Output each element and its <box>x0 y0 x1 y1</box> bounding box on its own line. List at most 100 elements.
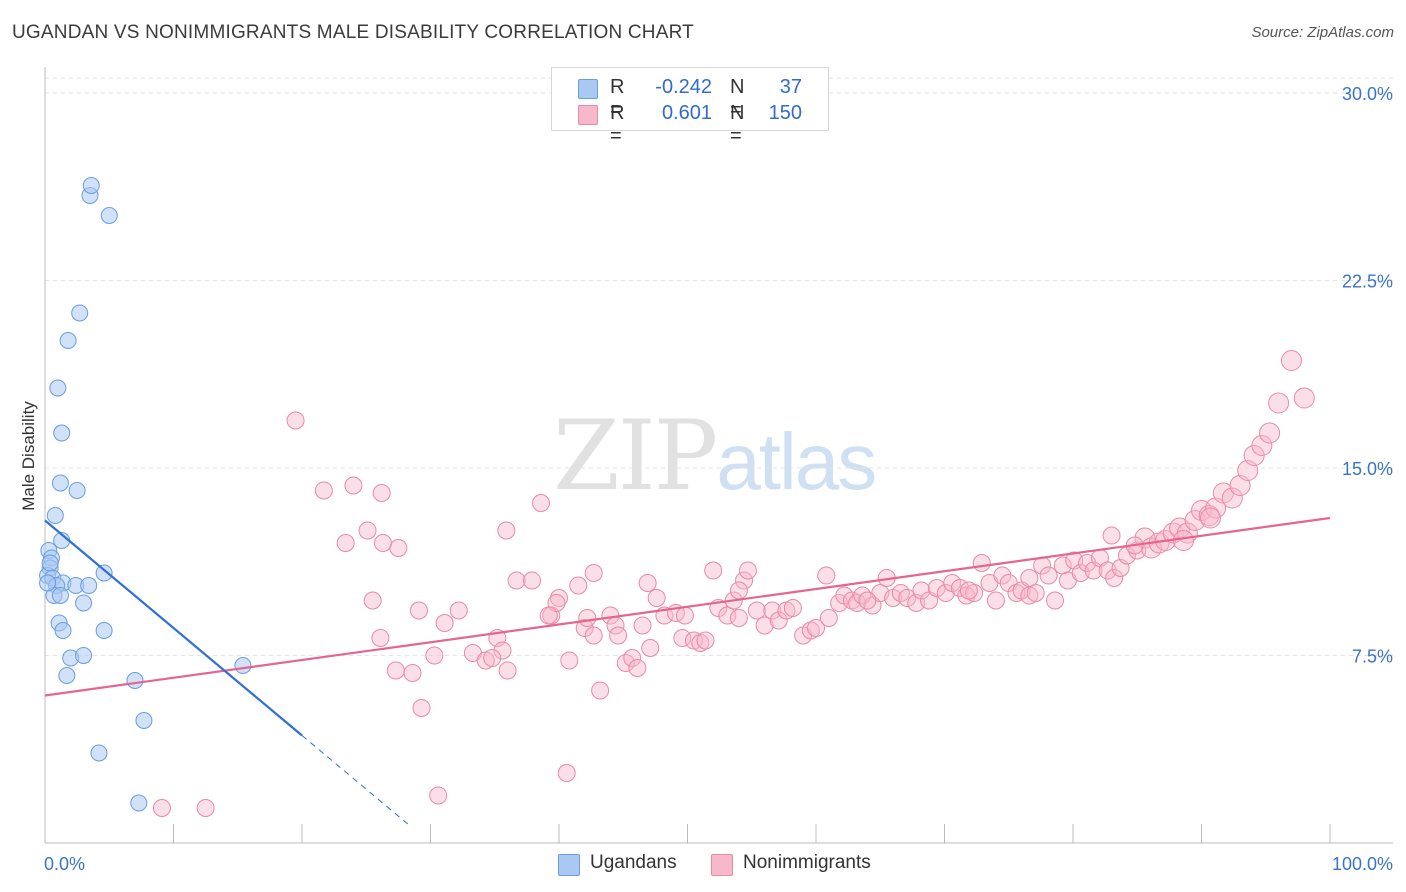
nonimmigrant-point <box>729 581 748 600</box>
nonimmigrant-point <box>412 699 431 717</box>
nonimmigrant-point <box>735 571 754 590</box>
nonimmigrant-point <box>858 591 877 610</box>
legend-r-value: 0.601 <box>661 102 712 124</box>
nonimmigrant-point <box>673 629 692 647</box>
nonimmigrant-point <box>729 609 748 627</box>
nonimmigrant-point <box>425 646 444 665</box>
ugandan-point <box>68 482 86 499</box>
nonimmigrant-point <box>647 589 666 607</box>
ugandan-point <box>75 647 93 664</box>
ugandan-point <box>54 622 72 639</box>
nonimmigrant-point <box>769 611 788 630</box>
y-axis-label: Male Disability <box>19 401 38 511</box>
nonimmigrant-point <box>675 606 694 625</box>
nonimmigrant-point <box>912 581 931 600</box>
nonimmigrant-point <box>429 786 448 805</box>
ugandan-point <box>39 574 57 592</box>
nonimmigrant-point <box>986 591 1005 610</box>
ugandan-point <box>51 474 69 492</box>
nonimmigrant-point <box>569 576 588 595</box>
nonimmigrant-point <box>389 539 408 557</box>
nonimmigrant-point <box>152 799 171 817</box>
nonimmigrant-point <box>358 521 377 540</box>
legend-swatch-nonimmigrants <box>578 105 598 125</box>
correlation-legend: R = -0.242 N = 37 R = 0.601 N = 150 <box>551 67 829 147</box>
nonimmigrant-point <box>532 494 551 512</box>
nonimmigrant-point <box>493 641 512 660</box>
nonimmigrant-point <box>972 554 991 572</box>
legend-n-label: N = <box>730 102 745 147</box>
nonimmigrant-point <box>783 599 802 617</box>
nonimmigrant-point <box>755 616 774 635</box>
ugandan-point <box>80 577 98 594</box>
nonimmigrant-point <box>497 521 516 540</box>
legend-swatch-ugandans <box>578 79 598 99</box>
nonimmigrant-point <box>363 591 382 610</box>
nonimmigrant-point <box>1173 530 1195 551</box>
nonimmigrant-point <box>704 561 723 580</box>
nonimmigrant-point <box>738 561 757 580</box>
nonimmigrant-point <box>1020 569 1039 587</box>
y-tick-label: 22.5% <box>1342 272 1393 292</box>
nonimmigrant-point <box>638 574 657 592</box>
ugandan-point <box>53 424 71 442</box>
nonimmigrant-point <box>718 606 737 625</box>
nonimmigrant-point <box>817 566 836 585</box>
ugandan-point <box>95 622 113 639</box>
ugandan-point <box>58 667 76 684</box>
nonimmigrant-point <box>641 639 660 657</box>
nonimmigrant-point <box>344 476 363 495</box>
nonimmigrant-point <box>1293 387 1315 409</box>
nonimmigrant-point <box>314 481 333 500</box>
nonimmigrant-point <box>196 799 215 817</box>
nonimmigrant-point <box>842 591 861 610</box>
ugandan-point <box>95 564 113 582</box>
nonimmigrant-point <box>1251 435 1273 456</box>
nonimmigrant-point <box>965 584 984 602</box>
ugandan-point <box>75 594 93 612</box>
nonimmigrant-point <box>801 621 820 640</box>
ugandan-point <box>41 554 59 572</box>
ugandan-point <box>234 657 252 674</box>
nonimmigrant-point <box>557 764 576 782</box>
nonimmigrant-point <box>591 681 610 700</box>
nonimmigrant-point <box>819 609 838 627</box>
nonimmigrant-point <box>763 601 782 620</box>
nonimmigrant-point <box>1102 526 1121 545</box>
ugandan-point <box>135 712 153 729</box>
ugandan-point <box>49 379 67 397</box>
nonimmigrant-point <box>435 614 454 632</box>
nonimmigrant-point <box>633 616 652 635</box>
nonimmigrant-point <box>386 661 405 680</box>
ugandans-trendline-extension <box>301 735 412 828</box>
ugandan-point <box>51 587 69 604</box>
nonimmigrant-point <box>336 534 355 552</box>
nonimmigrant-point <box>623 649 642 667</box>
ugandan-point <box>100 207 118 224</box>
nonimmigrant-point <box>628 659 647 677</box>
nonimmigrant-point <box>523 571 542 590</box>
nonimmigrant-point <box>578 609 597 627</box>
nonimmigrant-point <box>696 631 715 650</box>
ugandan-point <box>130 794 148 812</box>
nonimmigrant-point <box>898 589 917 607</box>
nonimmigrant-point <box>372 484 391 502</box>
nonimmigrant-point <box>498 661 517 680</box>
nonimmigrant-point <box>936 584 955 602</box>
legend-n-value: 150 <box>768 102 802 124</box>
nonimmigrant-point <box>691 634 710 652</box>
chart-title: UGANDAN VS NONIMMIGRANTS MALE DISABILITY… <box>12 22 694 43</box>
nonimmigrant-point <box>409 601 428 620</box>
nonimmigrant-point <box>1221 487 1243 509</box>
nonimmigrant-point <box>807 619 825 637</box>
ugandan-point <box>82 177 100 194</box>
source-label: Source: ZipAtlas.com <box>1251 24 1394 41</box>
watermark-atlas: atlas <box>716 417 877 506</box>
y-tick-label: 30.0% <box>1342 84 1393 104</box>
nonimmigrant-point <box>959 581 978 600</box>
ugandans-trendline <box>44 519 303 737</box>
watermark-zip: ZIP <box>553 400 718 512</box>
nonimmigrant-point <box>507 571 526 590</box>
nonimmigrant-point <box>1039 566 1058 585</box>
